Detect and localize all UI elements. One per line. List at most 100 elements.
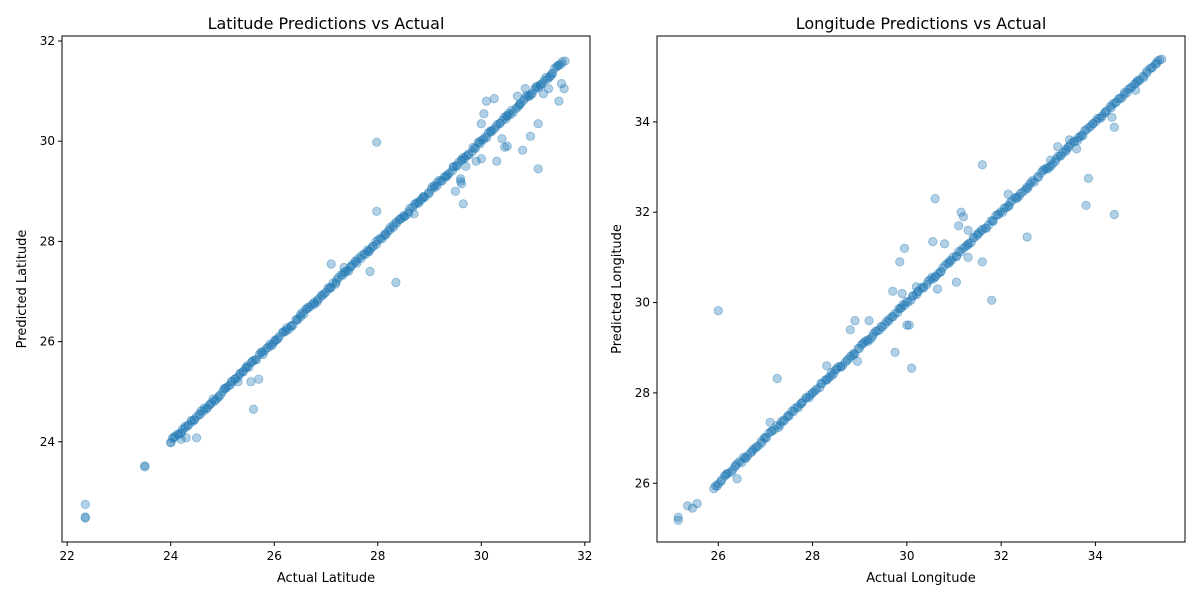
latitude-data-point (430, 182, 440, 192)
latitude-data-point (339, 262, 349, 273)
latitude-data-point (449, 162, 459, 172)
longitude-data-point (810, 385, 821, 396)
longitude-data-point (783, 410, 793, 420)
latitude-data-point (259, 346, 269, 356)
latitude-y-axis-label: Predicted Latitude (15, 230, 30, 349)
latitude-data-point (385, 225, 395, 235)
longitude-data-point (830, 365, 840, 375)
latitude-data-point (391, 217, 401, 227)
latitude-data-point (441, 172, 451, 182)
longitude-data-point (716, 475, 727, 485)
longitude-data-point (861, 336, 871, 346)
longitude-data-point (1123, 84, 1133, 94)
longitude-data-point (1046, 161, 1056, 171)
latitude-data-point (547, 69, 558, 79)
longitude-data-point (963, 240, 973, 250)
latitude-data-point (292, 315, 302, 325)
longitude-data-point (712, 481, 722, 491)
latitude-data-point (282, 323, 292, 333)
latitude-data-point (362, 245, 372, 255)
latitude-data-point (278, 327, 288, 337)
longitude-data-point (999, 203, 1009, 213)
longitude-x-tick-label: 30 (899, 549, 914, 563)
longitude-data-point (859, 337, 869, 347)
latitude-data-point (187, 417, 197, 427)
latitude-data-point (246, 377, 256, 387)
longitude-data-point (1088, 118, 1098, 129)
latitude-x-tick-label: 26 (267, 549, 282, 563)
longitude-data-point (944, 258, 954, 268)
latitude-data-point (538, 89, 549, 99)
longitude-data-point (1147, 62, 1157, 73)
longitude-data-point (922, 279, 932, 290)
longitude-data-point (773, 422, 784, 433)
longitude-data-point (1020, 185, 1030, 195)
latitude-data-point (226, 376, 236, 386)
longitude-data-point (1088, 119, 1098, 129)
longitude-data-point (954, 221, 964, 231)
longitude-data-point (977, 257, 987, 267)
longitude-data-point (1004, 201, 1014, 211)
longitude-data-point (740, 453, 750, 463)
latitude-data-point (525, 131, 536, 141)
latitude-data-point (436, 176, 446, 186)
longitude-data-point (824, 372, 834, 382)
latitude-data-point (491, 122, 501, 132)
latitude-data-point (373, 235, 383, 245)
longitude-data-point (1058, 147, 1068, 158)
latitude-data-point (512, 91, 523, 101)
latitude-data-point (140, 461, 150, 471)
latitude-data-point (385, 223, 395, 233)
latitude-data-point (398, 211, 409, 221)
longitude-data-point (1152, 58, 1162, 69)
longitude-data-point (812, 384, 822, 394)
latitude-data-point (400, 211, 410, 221)
longitude-data-point (974, 228, 984, 238)
longitude-data-point (709, 484, 719, 494)
longitude-data-point (923, 276, 933, 286)
longitude-data-point (925, 275, 935, 285)
latitude-data-point (270, 335, 280, 345)
latitude-data-point (487, 126, 497, 136)
longitude-data-point (801, 393, 812, 403)
longitude-data-point (919, 282, 929, 292)
latitude-data-point (350, 257, 360, 267)
longitude-data-point (829, 368, 839, 379)
latitude-data-point (556, 79, 567, 89)
latitude-data-point (461, 161, 471, 171)
latitude-data-point (459, 153, 469, 164)
longitude-data-point (1028, 175, 1038, 185)
latitude-data-point (443, 170, 453, 180)
longitude-data-point (848, 350, 858, 360)
latitude-data-point (470, 143, 480, 153)
longitude-data-point (1056, 150, 1066, 160)
latitude-data-point (452, 161, 462, 171)
longitude-data-point (728, 465, 738, 475)
longitude-data-point (904, 320, 914, 330)
longitude-data-point (993, 209, 1004, 219)
longitude-data-point (673, 512, 683, 522)
latitude-data-point (254, 350, 264, 360)
longitude-data-point (1132, 76, 1143, 86)
longitude-data-point (931, 271, 941, 281)
latitude-data-point (429, 181, 439, 191)
latitude-data-point (497, 115, 508, 126)
latitude-data-point (176, 427, 187, 437)
latitude-data-point (326, 282, 336, 292)
longitude-data-point (1022, 232, 1032, 242)
longitude-data-point (988, 216, 998, 226)
longitude-x-tick-label: 34 (1088, 549, 1103, 563)
longitude-data-point (782, 412, 792, 422)
latitude-data-point (501, 111, 512, 121)
latitude-y-tick-label: 30 (40, 134, 55, 148)
longitude-data-point (868, 331, 878, 341)
longitude-data-point (739, 452, 749, 462)
latitude-data-point (309, 297, 319, 308)
longitude-data-point (1005, 198, 1015, 208)
latitude-data-point (266, 341, 276, 351)
longitude-data-point (850, 349, 860, 359)
longitude-data-point (1138, 71, 1148, 81)
latitude-data-point (395, 214, 405, 224)
latitude-data-point (542, 74, 553, 84)
latitude-data-point (442, 171, 452, 181)
